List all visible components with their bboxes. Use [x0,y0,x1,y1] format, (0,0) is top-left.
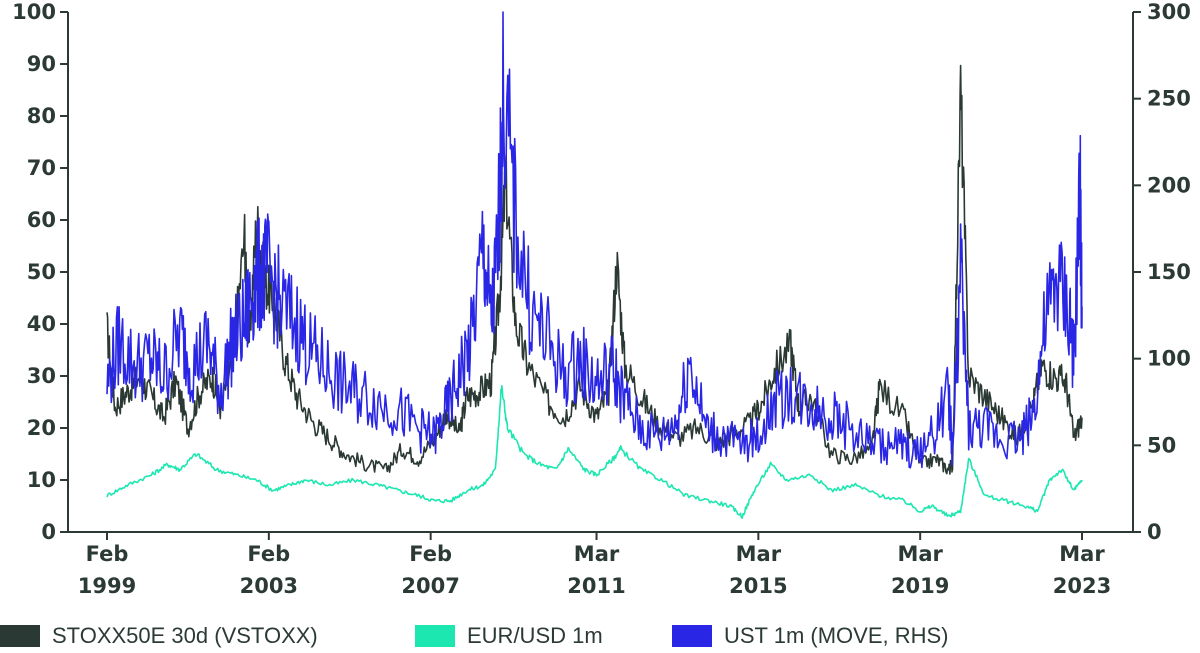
x-tick-year: 2007 [401,574,459,598]
y-right-tick-label: 100 [1147,347,1191,371]
labels-layer: 0 10 20 30 40 50 60 70 80 90 100 0 50 100 150 200 250 300… [12,0,1191,598]
y-right-tick-label: 200 [1147,173,1191,197]
x-tick-month: Feb [86,542,129,566]
y-left-tick-label: 80 [27,104,56,128]
x-tick-month: Mar [736,542,782,566]
y-left-tick-label: 90 [27,52,56,76]
series-line-2 [106,11,1083,469]
x-tick-year: 2011 [567,574,625,598]
x-tick-month: Mar [1059,542,1105,566]
x-tick-month: Feb [247,542,290,566]
x-tick-year: 1999 [78,574,136,598]
legend-label: STOXX50E 30d (VSTOXX) [52,623,318,648]
series-line-0 [106,64,1083,475]
x-tick-year: 2019 [891,574,949,598]
series-layer [106,11,1083,519]
legend-swatch [672,625,712,647]
y-left-tick-label: 40 [27,312,56,336]
x-tick-year: 2015 [729,574,787,598]
x-tick-month: Mar [897,542,943,566]
y-left-tick-label: 60 [27,208,56,232]
axes [60,11,1141,540]
legend-swatch [415,625,455,647]
y-right-tick-label: 150 [1147,260,1191,284]
y-right-tick-label: 250 [1147,87,1191,111]
y-right-tick-label: 0 [1147,520,1162,544]
x-tick-year: 2003 [240,574,298,598]
y-right-tick-label: 300 [1147,0,1191,24]
y-left-tick-label: 70 [27,156,56,180]
y-left-tick-label: 30 [27,364,56,388]
y-left-tick-label: 100 [12,0,56,24]
y-right-tick-label: 50 [1147,433,1176,457]
legend: STOXX50E 30d (VSTOXX) EUR/USD 1m UST 1m (M… [0,623,949,648]
legend-swatch [0,625,40,647]
y-left-tick-label: 10 [27,468,56,492]
legend-label: UST 1m (MOVE, RHS) [724,623,949,648]
x-tick-year: 2023 [1053,574,1111,598]
x-tick-month: Feb [409,542,452,566]
y-left-tick-label: 20 [27,416,56,440]
y-left-tick-label: 0 [41,520,56,544]
series-line-1 [106,385,1083,519]
y-left-tick-label: 50 [27,260,56,284]
legend-label: EUR/USD 1m [467,623,603,648]
x-tick-month: Mar [574,542,620,566]
